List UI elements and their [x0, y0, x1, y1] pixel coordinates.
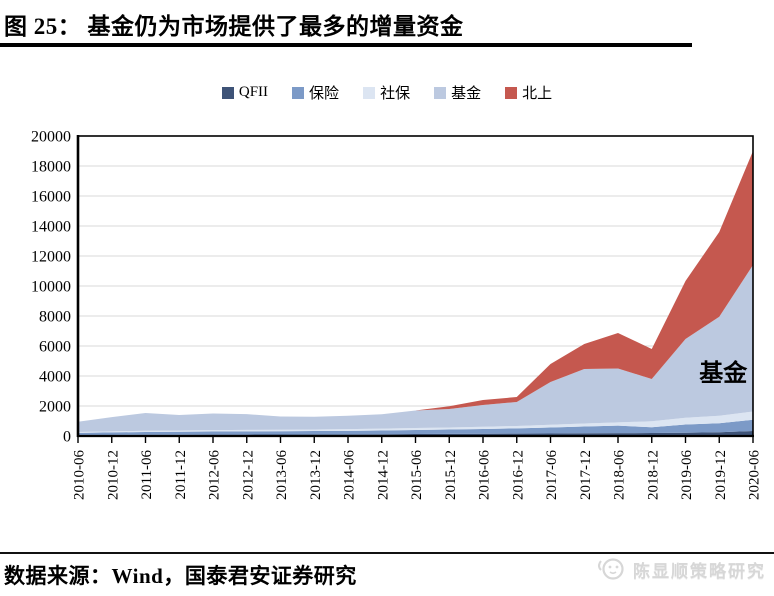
watermark: 陈显顺策略研究 — [597, 556, 766, 582]
data-source-label: 数据来源：Wind，国泰君安证券研究 — [4, 564, 357, 588]
legend-swatch-icon — [221, 86, 234, 99]
stacked-area-chart: 2010-06 2010-12 2011-06 2011-12 2012-06 2012-… — [31, 129, 763, 501]
legend-label: 北上 — [522, 86, 553, 102]
x-axis-label: 2014-12 — [375, 450, 391, 500]
x-axis-label: 2012-06 — [207, 450, 223, 500]
y-axis-label: 12000 — [31, 249, 71, 266]
x-axis-label: 2010-06 — [72, 450, 88, 500]
legend-item-社保: 社保 — [363, 82, 410, 103]
x-axis-label: 2013-12 — [308, 450, 324, 500]
y-axis-label: 8000 — [39, 309, 71, 326]
watermark-text: 陈显顺策略研究 — [633, 561, 766, 581]
y-axis-label: 0 — [63, 429, 71, 446]
x-axis-label: 2011-06 — [139, 450, 155, 500]
y-axis-label: 18000 — [31, 159, 71, 176]
y-axis-label: 4000 — [39, 369, 71, 386]
x-axis-label: 2017-12 — [578, 450, 594, 500]
x-axis-label: 2011-12 — [173, 450, 189, 499]
y-axis-label: 2000 — [39, 399, 71, 416]
x-axis-label: 2016-06 — [477, 450, 493, 500]
chart-legend: QFII 保险 社保 基金 北上 — [0, 82, 774, 103]
x-axis-label: 2015-12 — [443, 450, 459, 500]
y-axis-label: 14000 — [31, 219, 71, 236]
legend-label: QFII — [238, 84, 269, 100]
legend-swatch-icon — [434, 86, 447, 99]
x-axis-label: 2017-06 — [544, 450, 560, 500]
legend-item-保险: 保险 — [292, 82, 339, 103]
x-axis-label: 2010-12 — [105, 450, 121, 500]
x-axis-label: 2020-06 — [747, 450, 763, 500]
x-axis-label: 2019-12 — [713, 450, 729, 500]
legend-label: 社保 — [380, 86, 411, 102]
watermark-logo-icon — [598, 558, 624, 580]
legend-label: 基金 — [451, 86, 482, 102]
legend-swatch-icon — [363, 86, 376, 99]
area-社保 — [78, 411, 753, 433]
y-axis-label: 20000 — [31, 129, 71, 146]
x-axis-label: 2016-12 — [510, 450, 526, 500]
x-axis-label: 2012-12 — [240, 450, 256, 500]
area-QFII — [78, 431, 753, 436]
legend-swatch-icon — [505, 86, 518, 99]
x-axis-label: 2018-06 — [612, 450, 628, 500]
x-axis-label: 2019-06 — [679, 450, 695, 500]
figure-title: 图 25： 基金仍为市场提供了最多的增量资金 — [4, 14, 464, 39]
legend-swatch-icon — [292, 86, 305, 99]
legend-label: 保险 — [309, 86, 340, 102]
x-axis-label: 2018-12 — [645, 450, 661, 500]
legend-item-QFII: QFII — [221, 84, 269, 101]
y-axis-label: 10000 — [31, 279, 71, 296]
x-axis-label: 2013-06 — [274, 450, 290, 500]
fund-annotation: 基金 — [699, 359, 748, 387]
legend-item-北上: 北上 — [505, 82, 552, 103]
area-基金 — [78, 265, 753, 432]
x-axis-label: 2015-06 — [409, 450, 425, 500]
area-保险 — [78, 419, 753, 436]
area-北上 — [78, 151, 753, 422]
title-underline — [0, 43, 692, 47]
legend-item-基金: 基金 — [434, 82, 481, 103]
x-axis-label: 2014-06 — [342, 450, 358, 500]
y-axis-label: 6000 — [39, 339, 71, 356]
footer-divider — [0, 552, 774, 554]
y-axis-label: 16000 — [31, 189, 71, 206]
